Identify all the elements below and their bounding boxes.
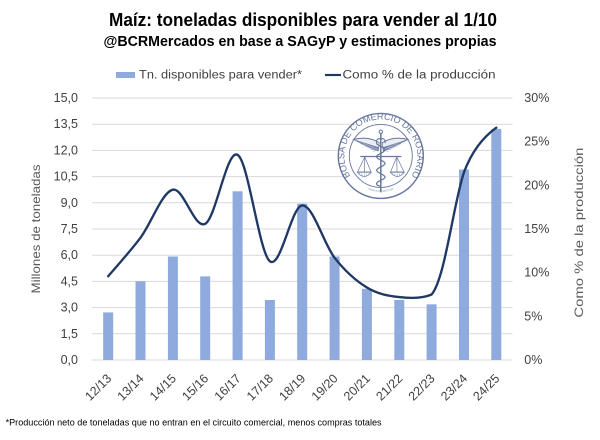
svg-text:Millones de toneladas: Millones de toneladas — [29, 165, 43, 294]
svg-text:25%: 25% — [524, 135, 549, 149]
svg-text:Como % de la producción: Como % de la producción — [572, 148, 586, 318]
svg-text:15,0: 15,0 — [54, 91, 78, 105]
svg-text:@BCRMercados en base a SAGyP y: @BCRMercados en base a SAGyP y estimacio… — [104, 34, 497, 50]
svg-text:*Producción neto de toneladas: *Producción neto de toneladas que no ent… — [6, 418, 382, 429]
svg-text:1,5: 1,5 — [61, 327, 78, 341]
svg-text:6,0: 6,0 — [61, 248, 78, 262]
svg-text:5%: 5% — [524, 309, 542, 323]
svg-text:Tn. disponibles para vender*: Tn. disponibles para vender* — [139, 70, 303, 82]
svg-text:Maíz: toneladas disponibles pa: Maíz: toneladas disponibles para vender … — [109, 10, 497, 30]
svg-text:3,0: 3,0 — [61, 301, 78, 315]
svg-text:13,5: 13,5 — [54, 117, 78, 131]
svg-text:12,0: 12,0 — [54, 143, 78, 157]
svg-text:9,0: 9,0 — [61, 196, 78, 210]
svg-text:30%: 30% — [524, 91, 549, 105]
svg-text:10%: 10% — [524, 266, 549, 280]
svg-text:20%: 20% — [524, 178, 549, 192]
svg-text:0,0: 0,0 — [61, 353, 78, 367]
svg-text:15%: 15% — [524, 222, 549, 236]
svg-text:4,5: 4,5 — [61, 274, 78, 288]
svg-text:0%: 0% — [524, 353, 542, 367]
svg-text:7,5: 7,5 — [61, 222, 78, 236]
svg-text:Como % de la producción: Como % de la producción — [343, 70, 496, 82]
svg-text:10,5: 10,5 — [54, 170, 78, 184]
